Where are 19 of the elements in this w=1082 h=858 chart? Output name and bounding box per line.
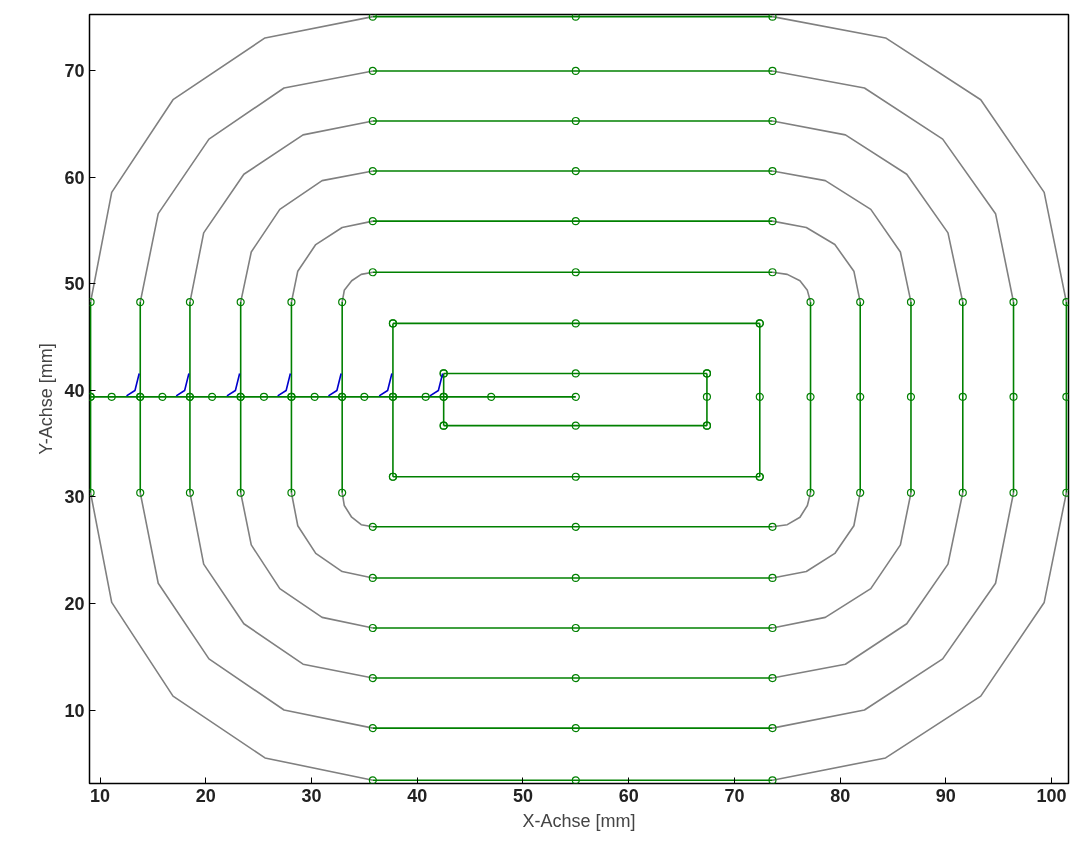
x-axis-title: X-Achse [mm] xyxy=(522,810,636,831)
x-tick-label: 60 xyxy=(618,785,639,806)
x-tick-label: 40 xyxy=(407,785,428,806)
x-tick-label: 50 xyxy=(512,785,533,806)
x-tick-label: 20 xyxy=(195,785,216,806)
x-tick-label: 70 xyxy=(724,785,745,806)
x-tick-label: 100 xyxy=(1036,785,1067,806)
y-tick-label: 30 xyxy=(64,487,85,508)
y-tick-label: 60 xyxy=(64,167,85,188)
x-tick-label: 30 xyxy=(301,785,322,806)
y-tick-label: 20 xyxy=(64,594,85,614)
y-axis-title: Y-Achse [mm] xyxy=(36,343,57,455)
x-tick-label: 10 xyxy=(90,785,111,806)
y-tick-label: 50 xyxy=(64,274,85,295)
x-tick-label: 80 xyxy=(830,785,851,806)
y-tick-label: 40 xyxy=(64,380,85,401)
y-tick-label: 10 xyxy=(64,700,85,721)
x-tick-label: 90 xyxy=(935,785,956,806)
y-tick-label: 70 xyxy=(64,61,85,82)
